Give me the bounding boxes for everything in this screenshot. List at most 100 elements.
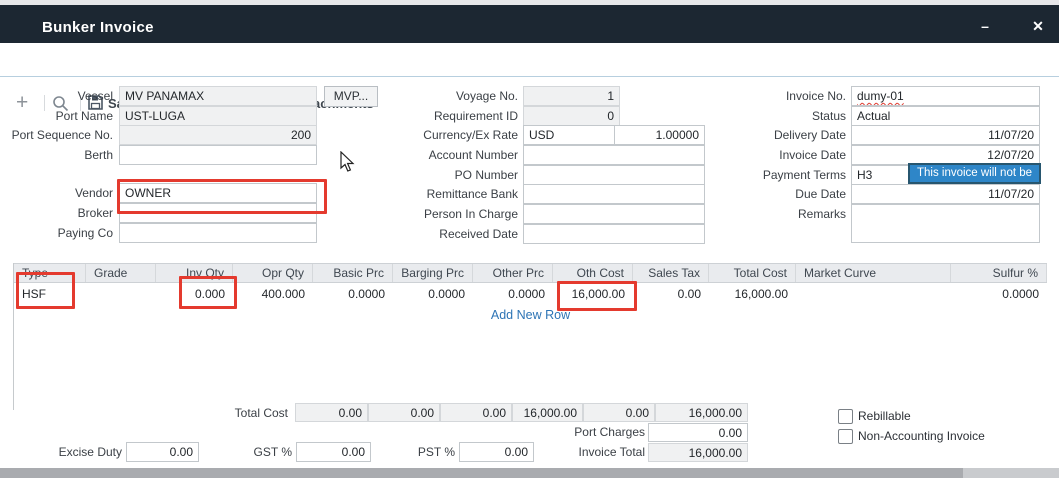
- grid-header-oth-cost[interactable]: Oth Cost: [553, 264, 633, 282]
- grid-header-barging-prc[interactable]: Barging Prc: [393, 264, 473, 282]
- mouse-cursor: [340, 150, 355, 178]
- grid-header-grade[interactable]: Grade: [86, 264, 156, 282]
- vessel-field[interactable]: MV PANAMAX: [119, 86, 317, 106]
- invoice-no-field[interactable]: dumy-01: [851, 86, 1040, 106]
- toolbar: + Save Invoice Attachments: [0, 43, 1059, 114]
- rebillable-label: Rebillable: [858, 409, 911, 423]
- grid-header-inv-qty[interactable]: Inv Qty: [156, 264, 233, 282]
- remarks-field[interactable]: [851, 204, 1040, 243]
- remarks-label: Remarks: [797, 207, 846, 221]
- grid-header-basic-prc[interactable]: Basic Prc: [313, 264, 393, 282]
- save-icon[interactable]: [88, 95, 103, 115]
- excise-duty-field[interactable]: 0.00: [126, 442, 199, 462]
- grid-cell-sulfur[interactable]: 0.0000: [1002, 287, 1039, 301]
- grid-cell-barging-prc[interactable]: 0.0000: [428, 287, 465, 301]
- grid-cell-sales-tax[interactable]: 0.00: [677, 287, 701, 301]
- total-cost-field-4: 0.00: [583, 403, 655, 422]
- voyage-no-field[interactable]: 1: [523, 86, 620, 106]
- vessel-lookup-button[interactable]: MVP...: [324, 86, 378, 107]
- add-icon[interactable]: +: [16, 91, 29, 114]
- non-accounting-label: Non-Accounting Invoice: [858, 429, 985, 443]
- berth-field[interactable]: [119, 145, 317, 165]
- gst-label: GST %: [253, 445, 292, 459]
- grid-header-row: Type Grade Inv Qty Opr Qty Basic Prc Bar…: [14, 263, 1047, 283]
- grid-cell-opr-qty[interactable]: 400.000: [261, 287, 305, 301]
- window-title: Bunker Invoice: [42, 19, 154, 36]
- requirement-id-field[interactable]: 0: [523, 106, 620, 126]
- status-field[interactable]: Actual: [851, 106, 1040, 126]
- port-charges-field[interactable]: 0.00: [648, 423, 748, 442]
- scrollbar-thumb[interactable]: [0, 468, 963, 478]
- grid-cell-market-curve[interactable]: [796, 283, 951, 305]
- grid-header-sales-tax[interactable]: Sales Tax: [633, 264, 709, 282]
- payment-terms-label: Payment Terms: [762, 168, 846, 182]
- grid-header-total-cost[interactable]: Total Cost: [709, 264, 796, 282]
- vessel-label: Vessel: [77, 89, 113, 103]
- grid-header-sulfur[interactable]: Sulfur %: [951, 264, 1047, 282]
- invoice-total-label: Invoice Total: [578, 445, 646, 459]
- grid-cell-total-cost[interactable]: 16,000.00: [734, 287, 788, 301]
- title-bar: Bunker Invoice – ✕: [0, 5, 1059, 43]
- grid-cell-type[interactable]: HSF: [22, 287, 46, 301]
- account-number-field[interactable]: [523, 145, 705, 165]
- toolbar-divider: [44, 95, 45, 111]
- currency-field[interactable]: USD: [523, 125, 615, 145]
- po-number-field[interactable]: [523, 165, 705, 185]
- total-cost-field-1: 0.00: [368, 403, 440, 422]
- payment-terms-tooltip: This invoice will not be: [908, 163, 1041, 184]
- grid-header-type[interactable]: Type: [14, 264, 86, 282]
- currency-ex-rate-label: Currency/Ex Rate: [423, 128, 518, 142]
- pst-field[interactable]: 0.00: [459, 442, 534, 462]
- add-new-row-link[interactable]: Add New Row: [490, 308, 571, 322]
- pst-label: PST %: [417, 445, 455, 459]
- port-charges-label: Port Charges: [574, 425, 645, 439]
- port-sequence-label: Port Sequence No.: [11, 128, 113, 142]
- received-date-field[interactable]: [523, 224, 705, 244]
- delivery-date-label: Delivery Date: [773, 128, 846, 142]
- broker-field[interactable]: [119, 203, 317, 223]
- invoice-no-label: Invoice No.: [785, 89, 846, 103]
- vendor-label: Vendor: [74, 186, 113, 200]
- port-sequence-field[interactable]: 200: [119, 125, 317, 145]
- ex-rate-field[interactable]: 1.00000: [614, 125, 705, 145]
- grid-header-market-curve[interactable]: Market Curve: [796, 264, 951, 282]
- status-label: Status: [811, 109, 846, 123]
- grid-cell-grade[interactable]: [86, 283, 156, 305]
- broker-label: Broker: [77, 206, 113, 220]
- rebillable-checkbox[interactable]: [838, 409, 853, 424]
- excise-duty-label: Excise Duty: [58, 445, 122, 459]
- person-in-charge-field[interactable]: [523, 204, 705, 224]
- port-name-field[interactable]: UST-LUGA: [119, 106, 317, 126]
- grid-cell-oth-cost[interactable]: 16,000.00: [571, 287, 625, 301]
- gst-field[interactable]: 0.00: [296, 442, 371, 462]
- grid-cell-other-prc[interactable]: 0.0000: [508, 287, 545, 301]
- horizontal-scrollbar[interactable]: [0, 468, 1059, 478]
- remittance-bank-field[interactable]: [523, 184, 705, 204]
- remittance-bank-label: Remittance Bank: [426, 187, 518, 201]
- requirement-id-label: Requirement ID: [433, 109, 518, 123]
- background-app-strip: [0, 0, 1059, 5]
- grid-header-opr-qty[interactable]: Opr Qty: [233, 264, 313, 282]
- total-cost-field-0: 0.00: [295, 403, 368, 422]
- received-date-label: Received Date: [439, 227, 518, 241]
- invoice-date-field[interactable]: 12/07/20: [851, 145, 1040, 165]
- grid-cell-basic-prc[interactable]: 0.0000: [348, 287, 385, 301]
- close-button[interactable]: ✕: [1032, 18, 1044, 34]
- invoice-total-field: 16,000.00: [648, 443, 748, 462]
- due-date-field[interactable]: 11/07/20: [851, 184, 1040, 204]
- vendor-field[interactable]: OWNER: [119, 183, 317, 203]
- port-name-label: Port Name: [55, 109, 113, 123]
- grid-cell-inv-qty[interactable]: 0.000: [194, 287, 225, 301]
- berth-label: Berth: [84, 148, 113, 162]
- total-cost-field-5: 16,000.00: [655, 403, 748, 422]
- delivery-date-field[interactable]: 11/07/20: [851, 125, 1040, 145]
- minimize-button[interactable]: –: [981, 18, 989, 34]
- grid-header-other-prc[interactable]: Other Prc: [473, 264, 553, 282]
- line-items-grid: Type Grade Inv Qty Opr Qty Basic Prc Bar…: [13, 263, 1047, 410]
- non-accounting-checkbox[interactable]: [838, 429, 853, 444]
- search-icon[interactable]: [52, 95, 69, 117]
- grid-data-row: HSF 0.000 400.000 0.0000 0.0000 0.0000 1…: [14, 283, 1047, 305]
- paying-co-label: Paying Co: [57, 226, 113, 240]
- paying-co-field[interactable]: [119, 223, 317, 243]
